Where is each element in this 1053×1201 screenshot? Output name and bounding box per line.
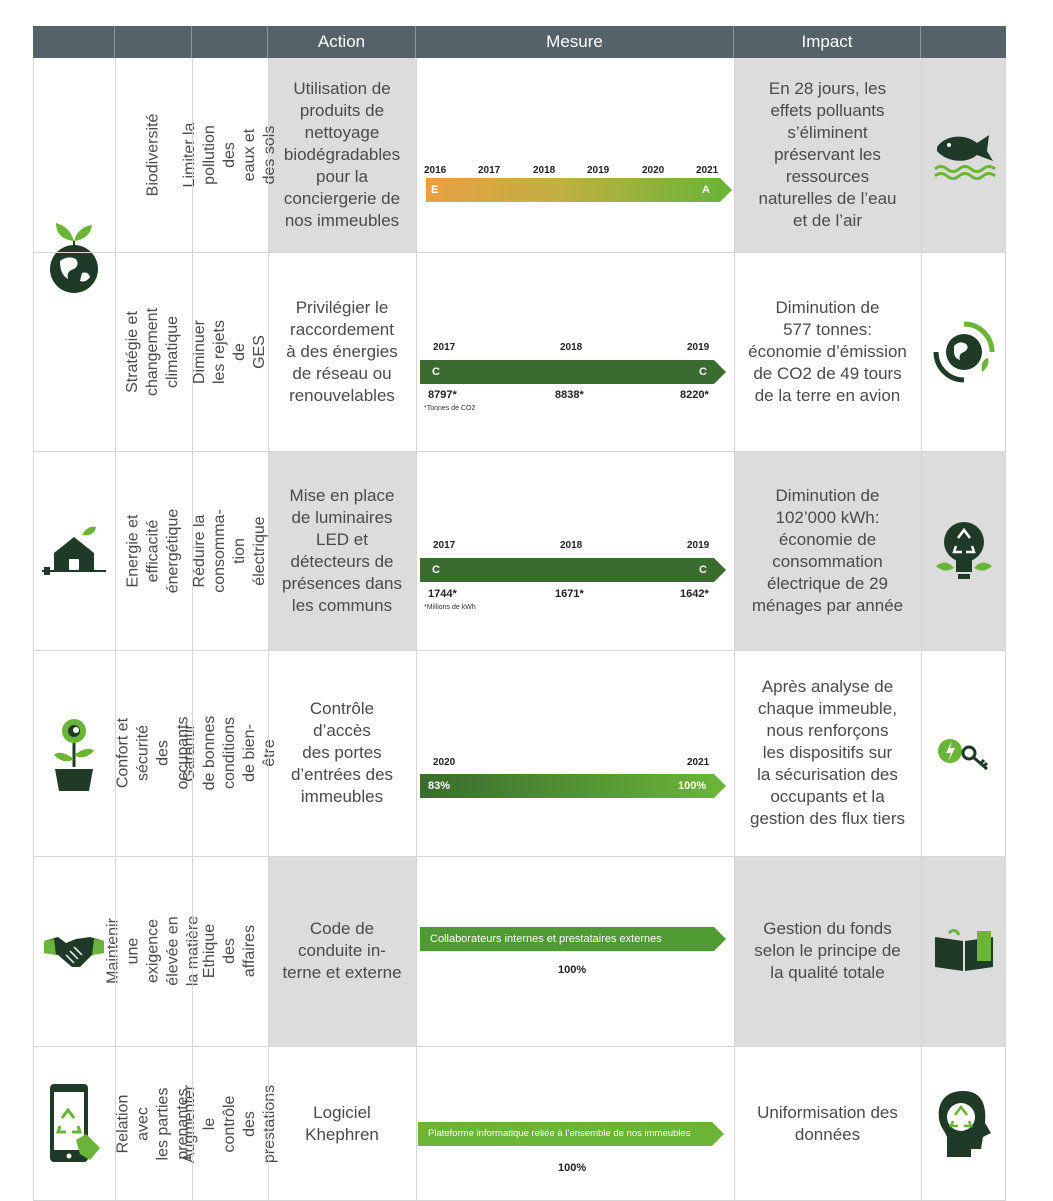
rating-arrow: C C bbox=[420, 558, 726, 582]
table-row: Biodiversité Limiter la pollution des ea… bbox=[33, 58, 1006, 252]
value-label: 8220* bbox=[680, 389, 709, 401]
header-impact: Impact bbox=[734, 26, 921, 58]
rating-end: C bbox=[699, 564, 707, 576]
year-label: 2019 bbox=[587, 165, 610, 176]
impact-text: Après analyse de chaque immeuble, nous r… bbox=[750, 677, 905, 828]
table-row: Maintenir une exigence élevée en la mati… bbox=[33, 856, 1006, 1046]
measure-chart: Plateforme informatique reliée à l’ensem… bbox=[416, 1046, 734, 1201]
year-label: 2021 bbox=[696, 165, 719, 176]
progress-end: 100% bbox=[678, 780, 707, 792]
year-label: 2017 bbox=[433, 342, 456, 353]
header-mesure: Mesure bbox=[416, 26, 734, 58]
smartphone-recycle-icon bbox=[33, 1046, 115, 1201]
handshake-icon bbox=[33, 856, 115, 1046]
action-text: Mise en place de luminaires LED et détec… bbox=[281, 485, 403, 615]
rating-start: C bbox=[432, 564, 440, 576]
theme-label: Biodiversité bbox=[144, 113, 162, 197]
banner-label: Plateforme informatique reliée à l’ensem… bbox=[428, 1128, 691, 1139]
year-label: 2016 bbox=[424, 165, 447, 176]
rating-arrow: C C bbox=[420, 360, 726, 384]
globe-sprout-icon bbox=[33, 58, 115, 451]
recycle-bulb-icon bbox=[921, 451, 1006, 650]
value-label: 1744* bbox=[428, 588, 457, 600]
globe-recycle-icon bbox=[921, 252, 1006, 451]
progress-start: 83% bbox=[428, 780, 451, 792]
objective-label: Garantir de bonnes conditions de bien-êt… bbox=[181, 715, 278, 791]
value-label: 1671* bbox=[555, 588, 584, 600]
rating-end: C bbox=[699, 366, 707, 378]
progress-arrow: 83% 100% bbox=[420, 774, 726, 798]
action-text: Logiciel Khephren bbox=[305, 1102, 379, 1144]
theme-label: Stratégie et changement climatique bbox=[124, 307, 182, 396]
year-label: 2019 bbox=[687, 342, 710, 353]
energy-key-icon bbox=[921, 650, 1006, 856]
measure-chart: 2017 2018 2019 C C 1744* 1671* 1642* *Mi… bbox=[416, 451, 734, 650]
header-blank-2 bbox=[115, 26, 192, 58]
rating-end: A bbox=[702, 184, 710, 196]
year-label: 2020 bbox=[433, 757, 456, 768]
value-label: 8838* bbox=[555, 389, 584, 401]
scope-banner: Collaborateurs internes et prestataires … bbox=[420, 927, 726, 951]
year-label: 2018 bbox=[533, 165, 556, 176]
year-label: 2018 bbox=[560, 540, 583, 551]
table-row: Confort et sécurité des occupants Garant… bbox=[33, 650, 1006, 856]
year-label: 2020 bbox=[642, 165, 665, 176]
rating-start: E bbox=[431, 184, 439, 196]
banner-label: Collaborateurs internes et prestataires … bbox=[430, 933, 662, 945]
rating-start: C bbox=[432, 366, 440, 378]
year-label: 2017 bbox=[478, 165, 501, 176]
measure-chart: 2016 2017 2018 2019 2020 2021 E A bbox=[416, 58, 734, 252]
objective-label: Limiter la pollution des eaux et des sol… bbox=[181, 122, 278, 188]
scope-banner: Plateforme informatique reliée à l’ensem… bbox=[418, 1122, 724, 1146]
theme-label: Energie et efficacité énergétique bbox=[124, 508, 182, 593]
energy-rating-arrow: E A bbox=[426, 178, 732, 202]
fish-water-icon bbox=[921, 58, 1006, 252]
year-label: 2019 bbox=[687, 540, 710, 551]
eco-book-icon bbox=[921, 856, 1006, 1046]
year-label: 2021 bbox=[687, 757, 710, 768]
impact-text: En 28 jours, les effets polluants s’élim… bbox=[758, 79, 897, 230]
theme-label: Maintenir une exigence élevée en la mati… bbox=[104, 915, 202, 987]
value-label: 100% bbox=[558, 1162, 587, 1174]
impact-text: Gestion du fonds selon le principe de la… bbox=[754, 919, 901, 982]
objective-label: Réduire la consomma- tion électrique bbox=[191, 508, 269, 593]
table-row: Relation avec les parties prenantes Augm… bbox=[33, 1046, 1006, 1201]
action-text: Contrôle d’accès des portes d’entrées de… bbox=[290, 699, 394, 806]
unit-note: *Millions de kWh bbox=[424, 604, 476, 611]
header-blank-4 bbox=[921, 26, 1006, 58]
action-text: Code de conduite in- terne et externe bbox=[282, 919, 402, 982]
impact-text: Diminution de 102’000 kWh: économie de c… bbox=[751, 485, 904, 615]
impact-text: Diminution de 577 tonnes: économie d’émi… bbox=[748, 297, 907, 405]
header-blank-3 bbox=[192, 26, 268, 58]
value-label: 8797* bbox=[428, 389, 457, 401]
measure-chart: 2017 2018 2019 C C 8797* 8838* 8220* *To… bbox=[416, 252, 734, 451]
eco-house-plug-icon bbox=[33, 451, 115, 650]
measure-chart: Collaborateurs internes et prestataires … bbox=[416, 856, 734, 1046]
value-label: 1642* bbox=[680, 588, 709, 600]
objective-label: Ethique des affaires bbox=[201, 923, 258, 979]
table-row: Stratégie et changement climatique Dimin… bbox=[33, 252, 1006, 451]
measure-chart: 2020 2021 83% 100% bbox=[416, 650, 734, 856]
flower-pot-icon bbox=[33, 650, 115, 856]
year-label: 2017 bbox=[433, 540, 456, 551]
header-action: Action bbox=[268, 26, 416, 58]
objective-label: Diminuer les rejets de GES bbox=[191, 319, 268, 384]
head-recycle-icon bbox=[921, 1046, 1006, 1201]
year-label: 2018 bbox=[560, 342, 583, 353]
table-header: Action Mesure Impact bbox=[33, 26, 1006, 58]
action-text: Utilisation de produits de nettoyage bio… bbox=[283, 79, 401, 230]
objective-label: Augmenter le contrôle des prestations bbox=[181, 1084, 279, 1163]
value-label: 100% bbox=[558, 964, 587, 976]
impact-text: Uniformisation des données bbox=[757, 1102, 898, 1144]
header-blank-1 bbox=[33, 26, 115, 58]
table-row: Energie et efficacité énergétique Réduir… bbox=[33, 451, 1006, 650]
unit-note: *Tonnes de CO2 bbox=[424, 405, 476, 412]
action-text: Privilégier le raccordement à des énergi… bbox=[286, 297, 398, 405]
